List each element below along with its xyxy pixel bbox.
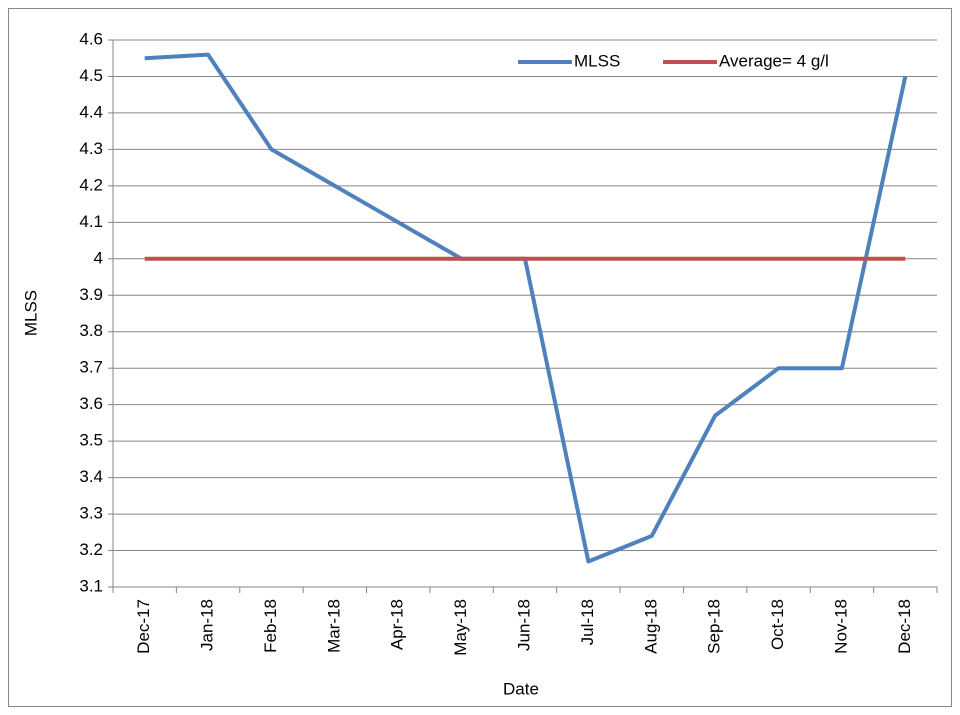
x-tick-label: Aug-18 — [641, 599, 660, 654]
legend-label: MLSS — [574, 51, 620, 70]
y-tick-label: 3.3 — [79, 504, 103, 523]
y-tick-label: 4.5 — [79, 66, 103, 85]
y-tick-label: 4.6 — [79, 29, 103, 48]
y-tick-label: 3.2 — [79, 540, 103, 559]
legend-label: Average= 4 g/l — [719, 51, 829, 70]
x-tick-label: Nov-18 — [831, 599, 850, 654]
y-tick-label: 4.4 — [79, 102, 103, 121]
y-tick-label: 3.9 — [79, 285, 103, 304]
y-tick-label: 4.1 — [79, 212, 103, 231]
x-tick-label: May-18 — [451, 599, 470, 656]
x-axis-title: Date — [503, 679, 539, 698]
x-tick-label: Feb-18 — [261, 599, 280, 653]
y-tick-label: 3.6 — [79, 394, 103, 413]
x-tick-label: Apr-18 — [388, 599, 407, 650]
x-tick-label: Jan-18 — [198, 599, 217, 651]
y-tick-label: 3.8 — [79, 321, 103, 340]
y-tick-label: 4 — [94, 248, 103, 267]
y-tick-label: 4.2 — [79, 175, 103, 194]
y-tick-label: 3.5 — [79, 431, 103, 450]
y-axis-title: MLSS — [21, 290, 40, 336]
x-tick-label: Jun-18 — [514, 599, 533, 651]
y-tick-label: 4.3 — [79, 139, 103, 158]
y-tick-label: 3.7 — [79, 358, 103, 377]
x-tick-label: Dec-17 — [134, 599, 153, 654]
x-tick-label: Oct-18 — [768, 599, 787, 650]
x-tick-label: Sep-18 — [705, 599, 724, 654]
x-tick-label: Dec-18 — [895, 599, 914, 654]
chart-border — [8, 8, 952, 707]
y-tick-label: 3.1 — [79, 576, 103, 595]
x-tick-label: Mar-18 — [324, 599, 343, 653]
y-tick-label: 3.4 — [79, 467, 103, 486]
x-tick-label: Jul-18 — [578, 599, 597, 645]
